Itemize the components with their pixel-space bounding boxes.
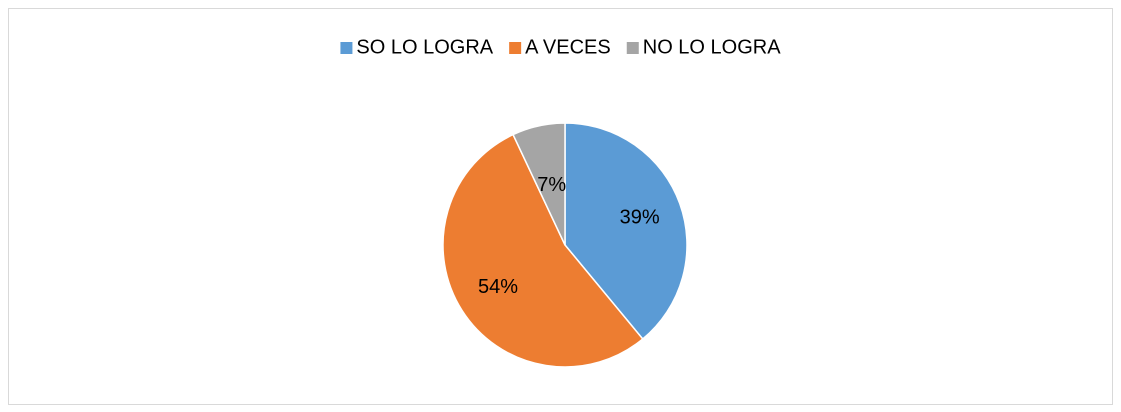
data-label: 7% [537, 174, 566, 196]
legend-label: SO LO LOGRA [356, 36, 493, 58]
pie-slice [512, 122, 566, 246]
legend-label: NO LO LOGRA [643, 36, 781, 58]
legend-label: A VECES [525, 36, 611, 58]
pie-slice [564, 122, 688, 341]
legend-swatch [340, 42, 353, 54]
pie-slice [442, 133, 644, 368]
data-label: 54% [478, 276, 518, 298]
legend-swatch [509, 42, 522, 54]
data-label: 39% [620, 206, 660, 228]
legend-swatch [626, 42, 639, 54]
